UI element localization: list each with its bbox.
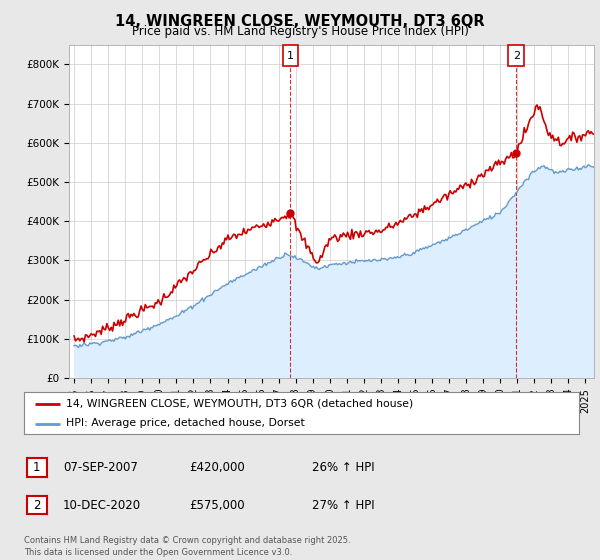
Text: 26% ↑ HPI: 26% ↑ HPI <box>312 461 374 474</box>
Text: 27% ↑ HPI: 27% ↑ HPI <box>312 498 374 512</box>
Text: 14, WINGREEN CLOSE, WEYMOUTH, DT3 6QR (detached house): 14, WINGREEN CLOSE, WEYMOUTH, DT3 6QR (d… <box>65 399 413 409</box>
FancyBboxPatch shape <box>508 45 524 67</box>
Text: Contains HM Land Registry data © Crown copyright and database right 2025.
This d: Contains HM Land Registry data © Crown c… <box>24 536 350 557</box>
Text: HPI: Average price, detached house, Dorset: HPI: Average price, detached house, Dors… <box>65 418 304 428</box>
Text: 2: 2 <box>33 498 41 512</box>
Text: 2: 2 <box>513 50 520 60</box>
Text: 07-SEP-2007: 07-SEP-2007 <box>63 461 138 474</box>
FancyBboxPatch shape <box>283 45 298 67</box>
Text: 10-DEC-2020: 10-DEC-2020 <box>63 498 141 512</box>
Text: Price paid vs. HM Land Registry's House Price Index (HPI): Price paid vs. HM Land Registry's House … <box>131 25 469 38</box>
Text: 1: 1 <box>287 50 294 60</box>
Text: £575,000: £575,000 <box>189 498 245 512</box>
Text: 1: 1 <box>33 461 41 474</box>
Text: £420,000: £420,000 <box>189 461 245 474</box>
Text: 14, WINGREEN CLOSE, WEYMOUTH, DT3 6QR: 14, WINGREEN CLOSE, WEYMOUTH, DT3 6QR <box>115 14 485 29</box>
